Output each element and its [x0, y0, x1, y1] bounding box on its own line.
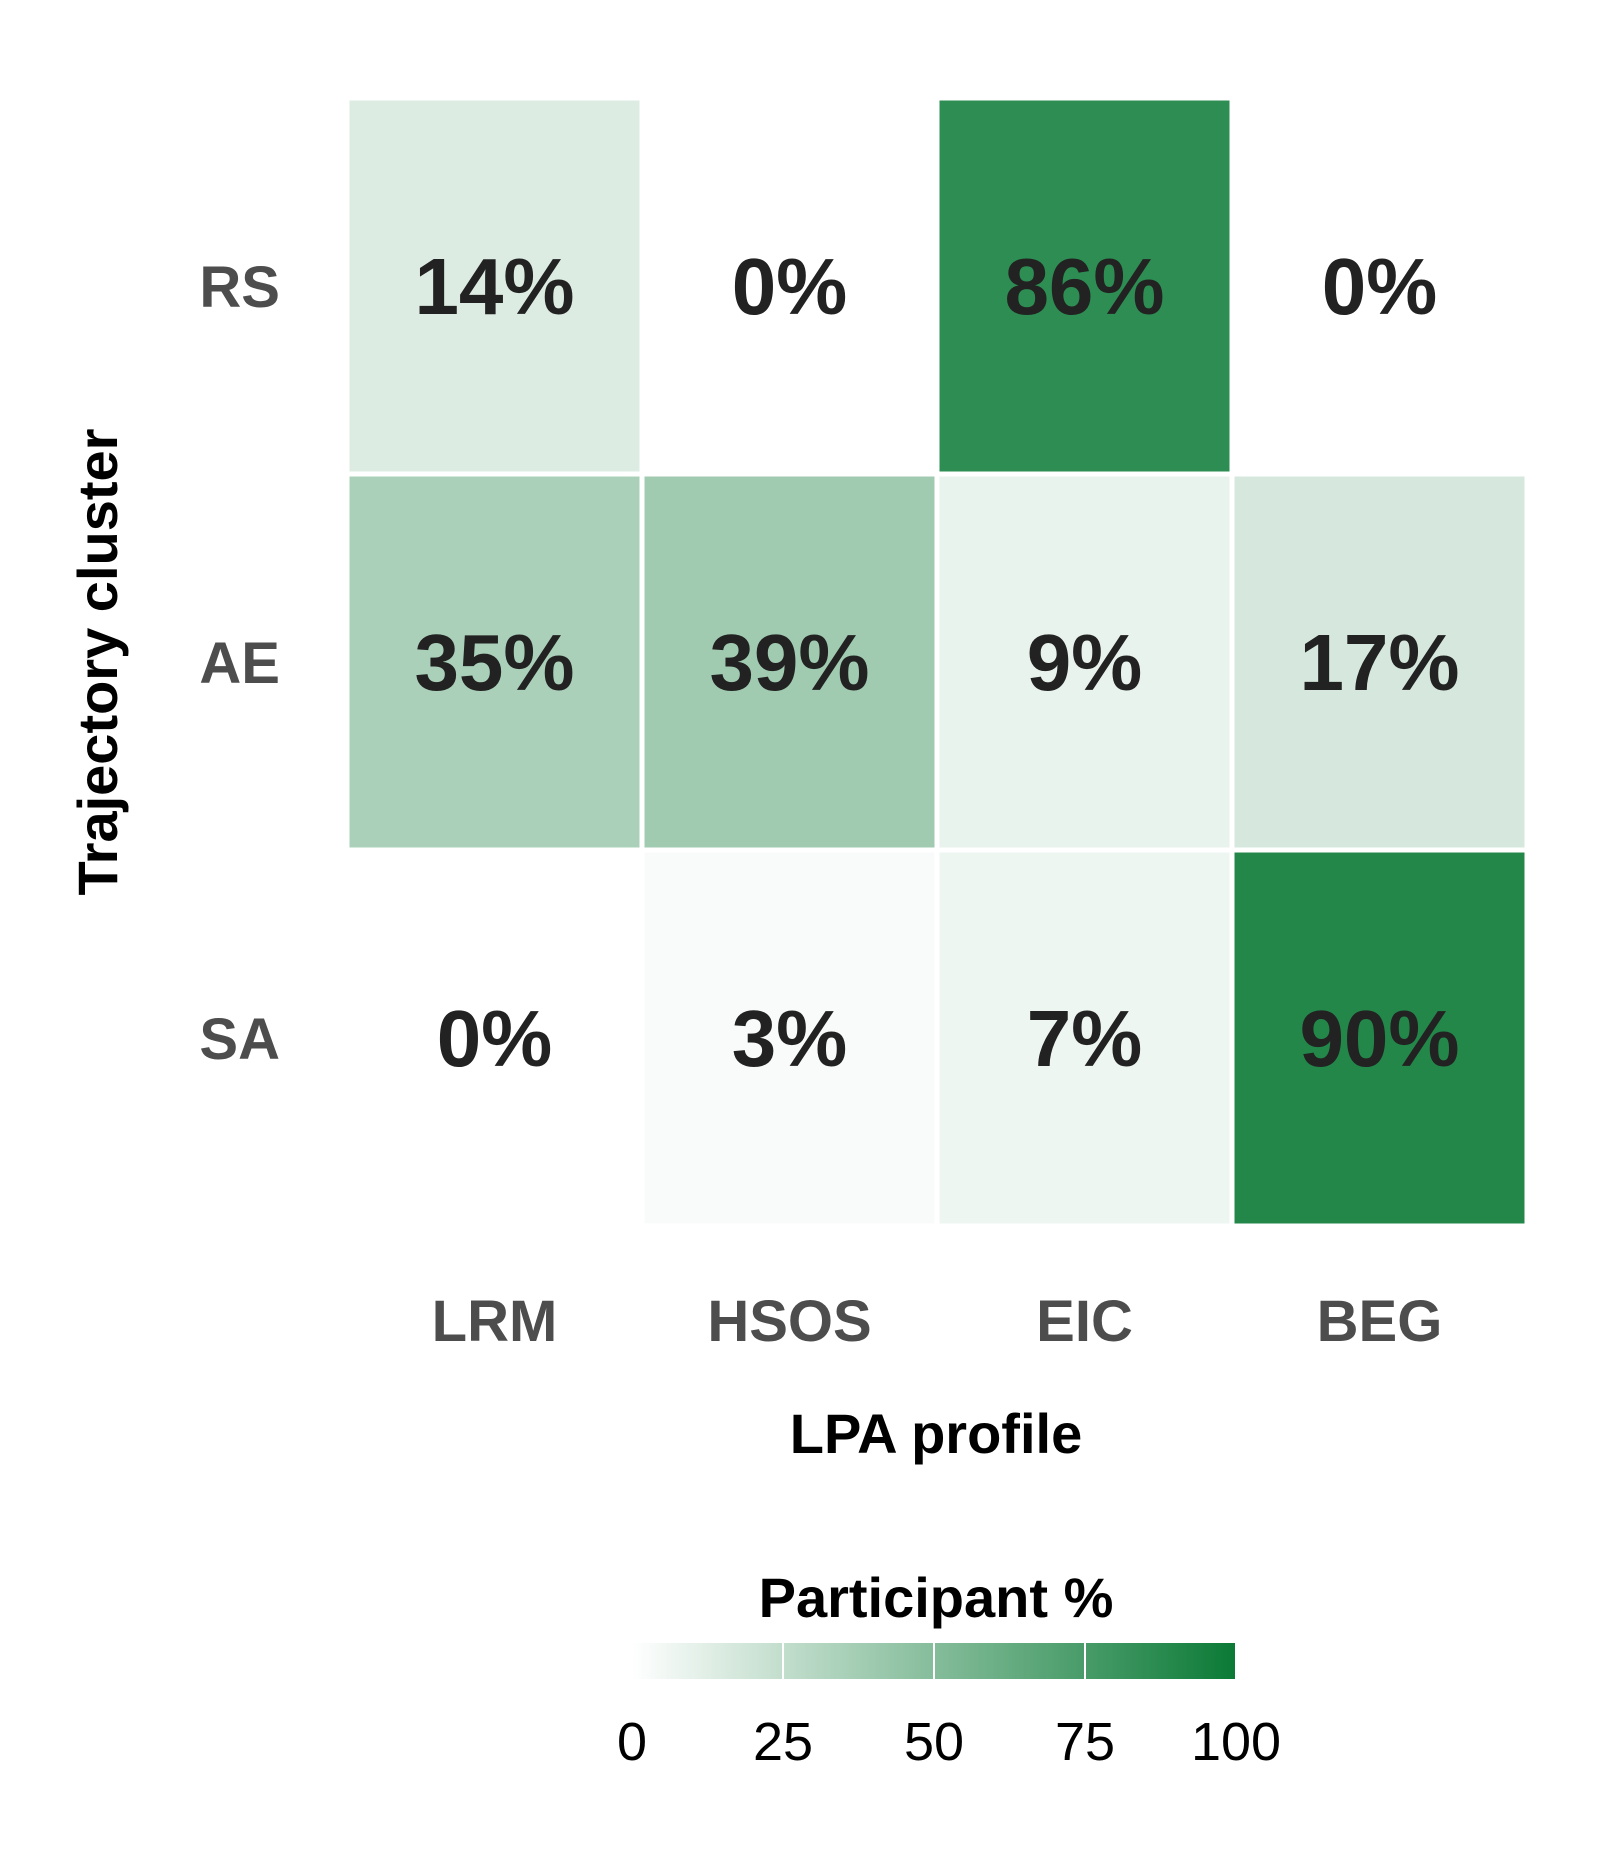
cell-label-sa-lrm: 0%	[437, 994, 553, 1083]
cell-label-sa-hsos: 3%	[732, 994, 848, 1083]
heatmap-cell-rs-beg	[1234, 100, 1525, 472]
heatmap-cell-rs-hsos	[644, 100, 935, 472]
heatmap-cell-sa-hsos	[644, 852, 935, 1224]
legend-ticks: 0 25 50 75 100	[617, 1643, 1281, 1772]
y-axis-title: Trajectory cluster	[66, 429, 129, 896]
x-axis-tick-labels: LRM HSOS EIC BEG	[432, 1289, 1443, 1354]
cell-label-sa-eic: 7%	[1027, 994, 1143, 1083]
x-tick-label-eic: EIC	[1036, 1289, 1133, 1354]
legend-tick-label: 75	[1055, 1712, 1115, 1772]
heatmap-cell-sa-beg	[1234, 852, 1525, 1224]
heatmap-cell-labels: 14% 0% 86% 0% 35% 39% 9% 17% 0% 3% 7% 90%	[414, 242, 1459, 1083]
heatmap-cell-rs-lrm	[349, 100, 640, 472]
legend-title: Participant %	[759, 1566, 1114, 1629]
x-tick-label-hsos: HSOS	[707, 1289, 871, 1354]
heatmap-cell-ae-hsos	[644, 476, 935, 848]
cell-label-rs-eic: 86%	[1004, 242, 1164, 331]
heatmap-cell-sa-lrm	[349, 852, 640, 1224]
heatmap-cell-ae-lrm	[349, 476, 640, 848]
cell-label-rs-beg: 0%	[1322, 242, 1438, 331]
legend-tick-label: 100	[1191, 1712, 1281, 1772]
heatmap-cell-rs-eic	[939, 100, 1230, 472]
y-tick-label-ae: AE	[199, 631, 280, 696]
y-tick-label-sa: SA	[199, 1007, 280, 1072]
heatmap-cell-ae-beg	[1234, 476, 1525, 848]
cell-label-ae-lrm: 35%	[414, 618, 574, 707]
heatmap-cells	[349, 100, 1525, 1224]
cell-label-ae-eic: 9%	[1027, 618, 1143, 707]
legend-tick-label: 50	[904, 1712, 964, 1772]
color-legend: Participant % 0 25 50 75 100	[617, 1566, 1281, 1772]
heatmap-cell-sa-eic	[939, 852, 1230, 1224]
heatmap-cell-ae-eic	[939, 476, 1230, 848]
legend-tick-label: 0	[617, 1712, 647, 1772]
cell-label-ae-hsos: 39%	[709, 618, 869, 707]
x-axis-title: LPA profile	[790, 1402, 1082, 1465]
cell-label-sa-beg: 90%	[1299, 994, 1459, 1083]
y-axis-tick-labels: RS AE SA	[199, 255, 280, 1072]
cell-label-rs-hsos: 0%	[732, 242, 848, 331]
y-tick-label-rs: RS	[199, 255, 280, 320]
cell-label-ae-beg: 17%	[1299, 618, 1459, 707]
legend-tick-label: 25	[753, 1712, 813, 1772]
cell-label-rs-lrm: 14%	[414, 242, 574, 331]
x-tick-label-lrm: LRM	[432, 1289, 558, 1354]
x-tick-label-beg: BEG	[1317, 1289, 1443, 1354]
